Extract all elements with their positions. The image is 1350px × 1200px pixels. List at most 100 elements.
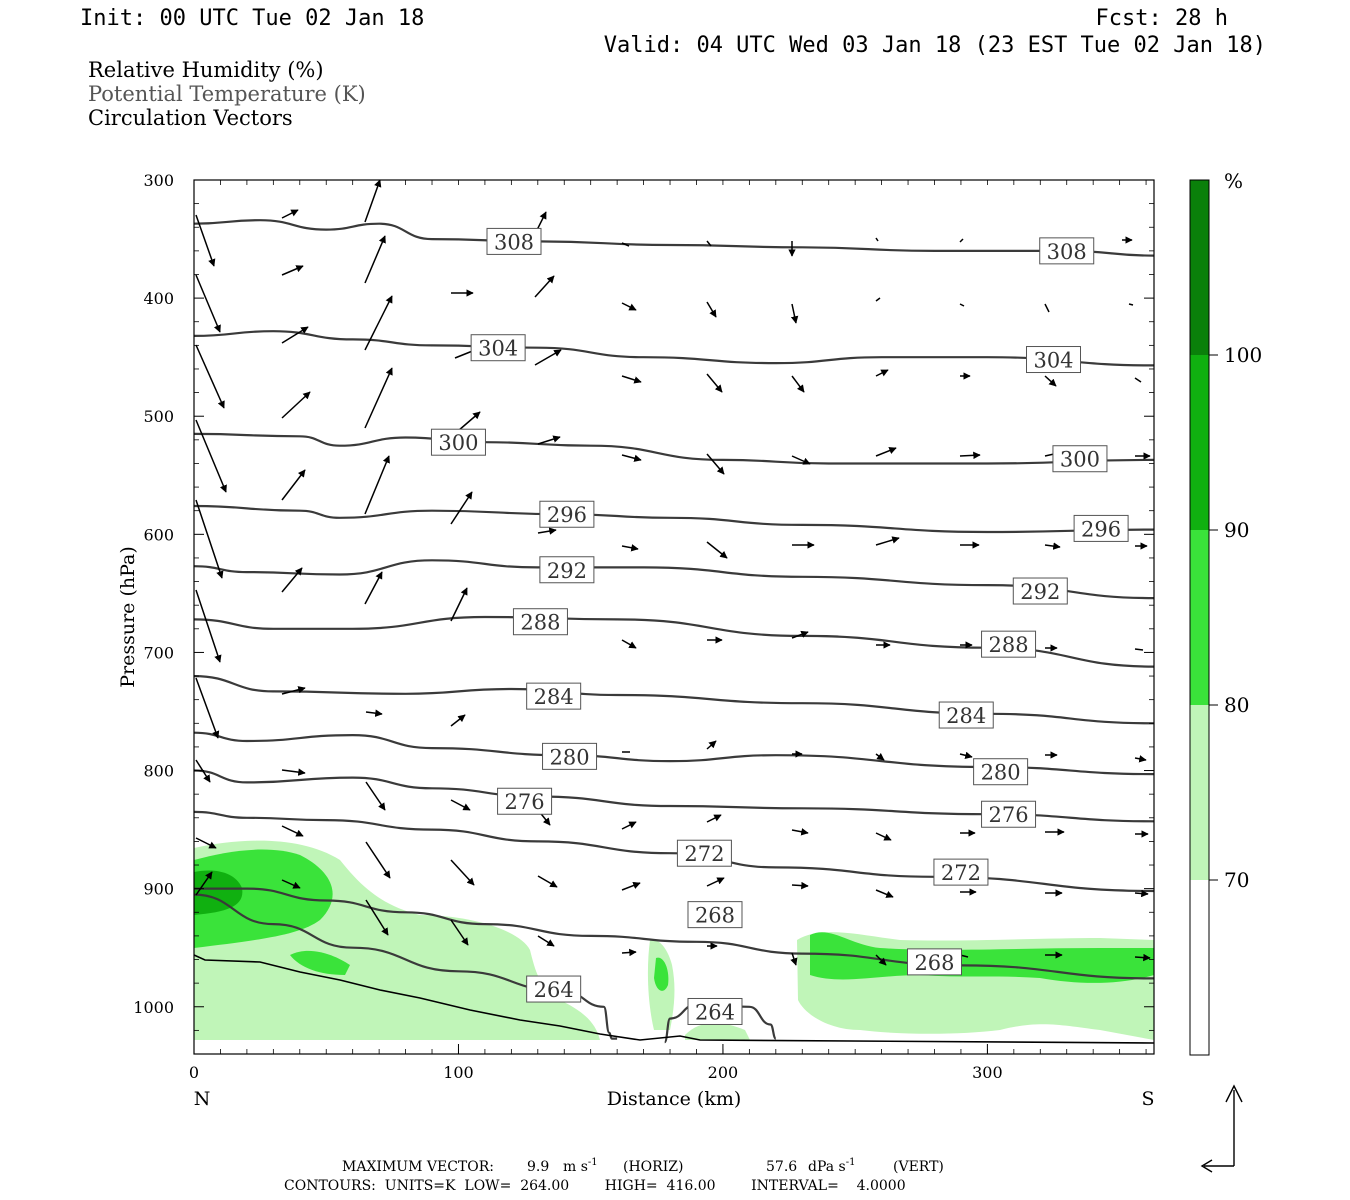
colorbar-segment-70-80 bbox=[1190, 705, 1209, 880]
contour-label-304-1-0: 304 bbox=[470, 334, 526, 362]
circulation-vector-10 bbox=[281, 209, 299, 219]
circulation-vector-55 bbox=[621, 821, 637, 830]
circulation-vector-57 bbox=[621, 948, 637, 957]
contour-label-296-3-0: 296 bbox=[539, 500, 595, 528]
circulation-vector-56 bbox=[621, 881, 641, 891]
x-tick-label-300: 300 bbox=[972, 1063, 1003, 1082]
circulation-vector-87 bbox=[875, 954, 887, 966]
north-label: N bbox=[194, 1088, 211, 1110]
svg-text:264: 264 bbox=[534, 978, 574, 1002]
theta-contour-308-0 bbox=[194, 219, 1154, 257]
circulation-vector-116 bbox=[1134, 953, 1151, 962]
theta-contour-276-8 bbox=[194, 769, 1154, 823]
contour-label-272-9-0: 272 bbox=[676, 839, 732, 867]
svg-text:268: 268 bbox=[914, 951, 954, 975]
svg-text:268: 268 bbox=[695, 904, 735, 928]
y-axis-ticks: 300 400 500 600 700 800 900 1000 bbox=[133, 171, 1154, 1031]
legend-potential-temperature: Potential Temperature (K) bbox=[88, 82, 366, 106]
svg-text:276: 276 bbox=[988, 803, 1028, 827]
contour-label-264-11-0: 264 bbox=[526, 975, 582, 1003]
circulation-vector-82 bbox=[875, 536, 900, 546]
x-axis-ticks: 0 100 200 300 bbox=[189, 180, 1147, 1082]
theta-contour-304-1 bbox=[194, 330, 1154, 367]
contour-label-300-2-1: 300 bbox=[1052, 445, 1108, 473]
theta-contour-280-7 bbox=[194, 731, 1154, 776]
circulation-vector-13 bbox=[281, 391, 311, 419]
circulation-vector-2 bbox=[195, 344, 225, 409]
circulation-vector-65 bbox=[706, 814, 722, 823]
circulation-vector-0 bbox=[195, 214, 216, 267]
circulation-vector-28 bbox=[365, 841, 391, 879]
rh-80-region-mid bbox=[654, 957, 669, 991]
circulation-vector-113 bbox=[1134, 755, 1147, 763]
rh-80-region-streak bbox=[290, 950, 350, 975]
contour-label-296-3-1: 296 bbox=[1073, 514, 1129, 542]
init-time: Init: 00 UTC Tue 02 Jan 18 bbox=[80, 6, 424, 31]
circulation-vector-73 bbox=[791, 630, 809, 639]
x-axis-title: Distance (km) bbox=[607, 1088, 742, 1110]
svg-text:272: 272 bbox=[684, 842, 724, 866]
svg-text:304: 304 bbox=[478, 337, 518, 361]
svg-text:300: 300 bbox=[438, 431, 478, 455]
theta-contour-300-2 bbox=[194, 432, 1154, 465]
colorbar-label-100: 100 bbox=[1224, 343, 1262, 367]
circulation-vector-69 bbox=[790, 303, 799, 324]
svg-text:272: 272 bbox=[941, 861, 981, 885]
circulation-vector-94 bbox=[959, 751, 973, 760]
footer-max-vector: MAXIMUM VECTOR: 9.9 m s-1 (HORIZ) 57.6 dP… bbox=[342, 1157, 944, 1175]
circulation-vector-40 bbox=[534, 275, 555, 298]
circulation-vector-48 bbox=[621, 242, 630, 247]
circulation-vector-46 bbox=[537, 875, 558, 888]
circulation-vector-22 bbox=[364, 295, 393, 351]
circulation-vector-25 bbox=[364, 571, 383, 605]
footer-horiz-tag: (HORIZ) bbox=[623, 1159, 683, 1175]
footer-vert-value: 57.6 bbox=[766, 1159, 797, 1175]
contour-labels: 308 308 304 304 300 300 296 296 292 292 288 288 284 2… bbox=[430, 227, 1129, 1025]
circulation-vector-77 bbox=[790, 952, 798, 966]
svg-text:284: 284 bbox=[534, 685, 574, 709]
svg-text:284: 284 bbox=[946, 704, 986, 728]
contour-label-276-8-0: 276 bbox=[497, 787, 553, 815]
colorbar-frame bbox=[1189, 179, 1210, 1056]
circulation-vector-49 bbox=[621, 302, 637, 311]
circulation-vector-27 bbox=[365, 781, 386, 811]
svg-text:288: 288 bbox=[988, 633, 1028, 657]
plot-area bbox=[194, 180, 1154, 1044]
contour-label-280-7-1: 280 bbox=[973, 758, 1029, 786]
contour-label-308-0-0: 308 bbox=[486, 227, 542, 255]
valid-time: Valid: 04 UTC Wed 03 Jan 18 (23 EST Tue … bbox=[604, 33, 1266, 58]
footer-vert-tag: (VERT) bbox=[893, 1159, 944, 1175]
south-label: S bbox=[1141, 1088, 1154, 1110]
contour-label-268-10-1: 268 bbox=[906, 948, 962, 976]
circulation-vector-70 bbox=[791, 375, 805, 393]
circulation-vector-1 bbox=[195, 274, 221, 333]
footer-contours: CONTOURS: UNITS=K LOW= 264.00 HIGH= 416.… bbox=[284, 1178, 906, 1194]
colorbar-segment-100-110 bbox=[1190, 180, 1209, 355]
circulation-vector-35 bbox=[450, 714, 466, 727]
circulation-vector-20 bbox=[364, 180, 382, 223]
circulation-vector-80 bbox=[875, 369, 889, 377]
circulation-vector-41 bbox=[534, 349, 562, 366]
svg-text:296: 296 bbox=[1081, 517, 1121, 541]
circulation-vector-17 bbox=[281, 768, 306, 776]
circulation-vector-108 bbox=[1128, 303, 1134, 306]
y-axis-title: Pressure (hPa) bbox=[117, 546, 139, 688]
svg-text:296: 296 bbox=[547, 503, 587, 527]
contour-label-272-9-1: 272 bbox=[933, 858, 989, 886]
circulation-vector-26 bbox=[365, 709, 383, 717]
circulation-vector-16 bbox=[281, 686, 306, 695]
contour-label-284-6-1: 284 bbox=[938, 701, 994, 729]
circulation-vector-79 bbox=[875, 297, 881, 302]
y-tick-label-900: 900 bbox=[143, 880, 174, 899]
circulation-vector-47 bbox=[537, 935, 555, 947]
footer-horiz-exponent: -1 bbox=[588, 1157, 598, 1168]
circulation-vector-11 bbox=[281, 265, 304, 276]
circulation-vector-12 bbox=[281, 326, 309, 344]
circulation-vector-53 bbox=[621, 639, 637, 649]
contour-label-300-2-0: 300 bbox=[430, 428, 486, 456]
y-tick-label-400: 400 bbox=[143, 289, 174, 308]
footer-vert-unit: dPa s bbox=[808, 1159, 846, 1175]
colorbar-label-90: 90 bbox=[1224, 518, 1249, 542]
theta-contour-292-4 bbox=[194, 559, 1154, 600]
